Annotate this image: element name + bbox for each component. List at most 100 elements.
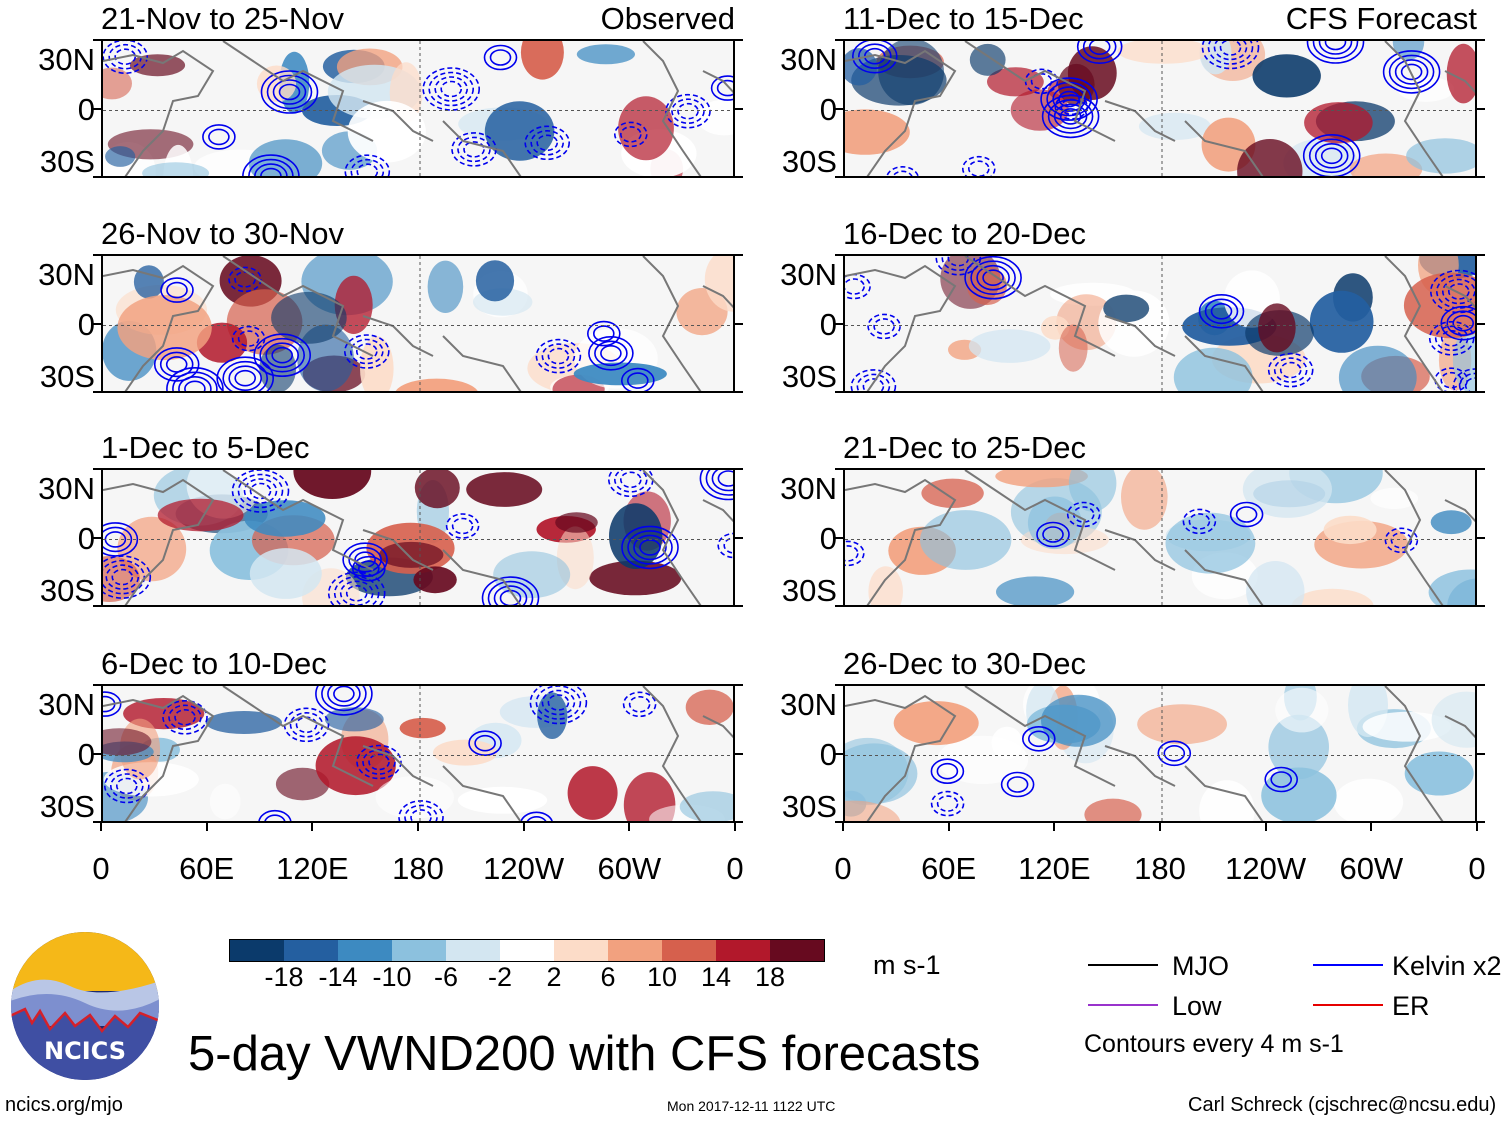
axis-tick xyxy=(1264,823,1267,831)
colorbar-swatch xyxy=(662,940,716,961)
latitude-label: 30S xyxy=(781,573,837,608)
figure-title: 5-day VWND200 with CFS forecasts xyxy=(188,1027,981,1081)
longitude-label: 0 xyxy=(726,851,744,886)
latitude-label: 30S xyxy=(781,789,837,824)
longitude-label: 0 xyxy=(1468,851,1486,886)
axis-tick xyxy=(835,176,843,178)
colorbar-swatch xyxy=(338,940,392,961)
axis-tick xyxy=(1477,536,1485,539)
latitude-label: 30N xyxy=(780,257,837,292)
colorbar-swatch xyxy=(608,940,662,961)
longitude-label: 60W xyxy=(1339,851,1404,886)
latitude-label: 0 xyxy=(819,92,837,127)
axis-tick xyxy=(735,536,743,539)
map-panel xyxy=(843,254,1477,393)
colorbar-tick-label: -18 xyxy=(264,962,304,992)
axis-tick xyxy=(835,536,843,539)
axis-tick xyxy=(735,391,743,393)
axis-tick xyxy=(93,468,101,470)
axis-tick xyxy=(842,823,844,831)
axis-tick xyxy=(1477,39,1485,41)
latitude-label: 0 xyxy=(77,92,95,127)
longitude-label: 0 xyxy=(834,851,852,886)
colorbar-tick-label: 2 xyxy=(546,962,562,992)
contour-note: Contours every 4 m s-1 xyxy=(1084,1030,1344,1058)
latitude-label: 30S xyxy=(781,359,837,394)
axis-tick xyxy=(735,254,743,256)
axis-tick xyxy=(628,823,631,831)
panel-title: 16-Dec to 20-Dec xyxy=(843,216,1086,251)
map-panel xyxy=(101,684,735,823)
mjo-legend-line xyxy=(1088,964,1158,966)
axis-tick xyxy=(735,752,743,755)
latitude-label: 30S xyxy=(39,573,95,608)
panel-title: 11-Dec to 15-Dec xyxy=(843,1,1084,36)
axis-tick xyxy=(100,823,102,831)
axis-tick xyxy=(1476,823,1478,831)
axis-tick xyxy=(1477,322,1485,325)
colorbar-tick-label: 6 xyxy=(600,962,616,992)
longitude-label: 120W xyxy=(1225,851,1307,886)
axis-tick xyxy=(1477,254,1485,256)
latitude-label: 30N xyxy=(38,471,95,506)
panel-title: 26-Nov to 30-Nov xyxy=(101,216,344,251)
colorbar-tick-label: -14 xyxy=(318,962,358,992)
longitude-label: 60W xyxy=(597,851,662,886)
axis-tick xyxy=(93,605,101,607)
axis-tick xyxy=(417,823,419,831)
panel-source-label: CFS Forecast xyxy=(1285,1,1477,36)
axis-tick xyxy=(1477,752,1485,755)
axis-tick xyxy=(93,752,101,755)
er-legend-line xyxy=(1313,1004,1383,1006)
footer-timestamp: Mon 2017-12-11 1122 UTC xyxy=(667,1098,836,1114)
latitude-label: 0 xyxy=(819,307,837,342)
latitude-label: 30S xyxy=(781,144,837,179)
axis-tick xyxy=(1477,107,1485,110)
axis-tick xyxy=(93,176,101,178)
panel-title: 21-Nov to 25-Nov xyxy=(101,1,344,36)
axis-tick xyxy=(835,391,843,393)
longitude-label: 120E xyxy=(1018,851,1091,886)
longitude-label: 0 xyxy=(92,851,110,886)
logo-text: NCICS xyxy=(44,1037,126,1065)
panel-source-label: Observed xyxy=(600,1,735,36)
latitude-label: 30N xyxy=(38,257,95,292)
panel-title: 6-Dec to 10-Dec xyxy=(101,646,327,681)
axis-tick xyxy=(1477,684,1485,686)
axis-tick xyxy=(735,39,743,41)
axis-tick xyxy=(93,107,101,110)
latitude-label: 30N xyxy=(780,42,837,77)
axis-tick xyxy=(93,536,101,539)
axis-tick xyxy=(835,468,843,470)
axis-tick xyxy=(835,684,843,686)
panel-title: 21-Dec to 25-Dec xyxy=(843,430,1086,465)
axis-tick xyxy=(735,605,743,607)
axis-tick xyxy=(735,107,743,110)
axis-tick xyxy=(1159,823,1161,831)
latitude-label: 30S xyxy=(39,144,95,179)
axis-tick xyxy=(205,823,208,831)
longitude-label: 180 xyxy=(392,851,444,886)
colorbar xyxy=(229,939,825,962)
kelvin-legend-label: Kelvin x2 xyxy=(1392,951,1502,981)
latitude-label: 0 xyxy=(819,521,837,556)
colorbar-tick-label: 18 xyxy=(754,962,786,992)
axis-tick xyxy=(735,468,743,470)
axis-tick xyxy=(735,821,743,823)
axis-tick xyxy=(835,254,843,256)
map-panel xyxy=(101,254,735,393)
axis-tick xyxy=(93,39,101,41)
latitude-label: 30N xyxy=(38,42,95,77)
axis-tick xyxy=(835,107,843,110)
map-panel xyxy=(101,468,735,607)
colorbar-swatch xyxy=(770,940,824,961)
axis-tick xyxy=(835,39,843,41)
map-panel xyxy=(843,468,1477,607)
axis-tick xyxy=(1477,468,1485,470)
colorbar-tick-label: 14 xyxy=(700,962,732,992)
axis-tick xyxy=(93,821,101,823)
axis-tick xyxy=(1477,605,1485,607)
colorbar-tick-label: 10 xyxy=(646,962,678,992)
colorbar-tick-label: -10 xyxy=(372,962,412,992)
longitude-label: 60E xyxy=(921,851,977,886)
